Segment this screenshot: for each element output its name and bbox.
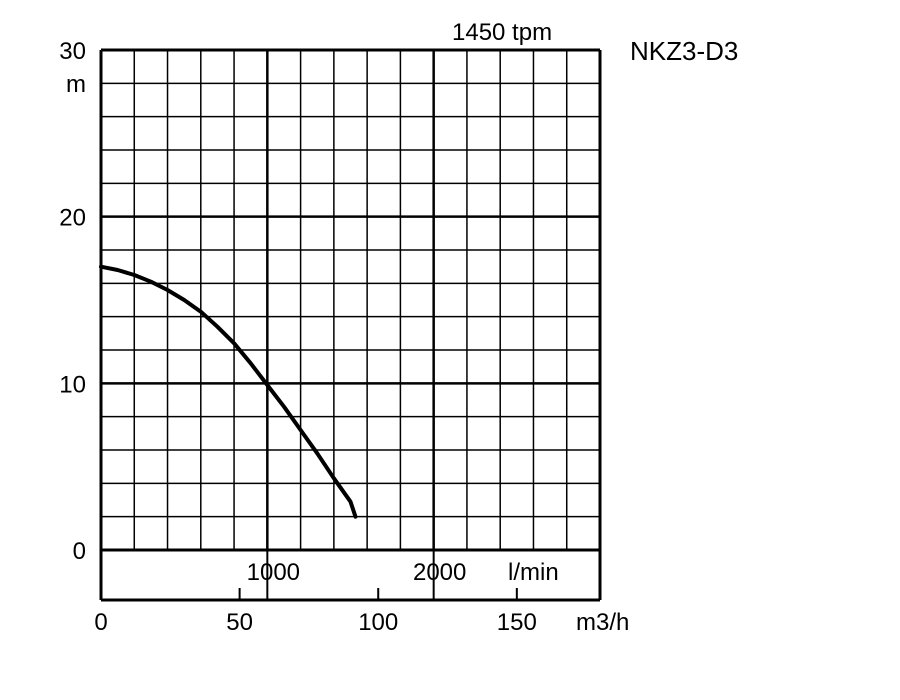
x-tick-labels-lmin: 1000 2000: [247, 559, 467, 586]
x-tick-label-m3h: 0: [94, 609, 107, 636]
x-tick-label-m3h: 150: [497, 609, 537, 636]
y-tick-label: 0: [73, 538, 86, 565]
model-title: NKZ3-D3: [630, 36, 738, 66]
y-tick-label: 10: [59, 371, 86, 398]
series-line: [99, 264, 358, 519]
plot-frames: [99, 48, 602, 602]
y-tick-label: 30: [59, 38, 86, 65]
y-tick-labels: 0 10 20 30: [59, 38, 86, 565]
x-tick-label-m3h: 50: [226, 609, 253, 636]
x-tick-labels-m3h: 0 50 100 150: [94, 609, 537, 636]
y-tick-label: 20: [59, 205, 86, 232]
x-unit-m3h-label: m3/h: [576, 609, 629, 636]
x-tick-label-lmin: 2000: [413, 559, 466, 586]
x-tick-label-lmin: 1000: [247, 559, 300, 586]
speed-label: 1450 tpm: [452, 19, 552, 46]
x-tick-label-m3h: 100: [358, 609, 398, 636]
x-unit-lmin-label: l/min: [508, 559, 559, 586]
y-unit-label: m: [66, 71, 86, 98]
grid-lines: [101, 50, 600, 550]
